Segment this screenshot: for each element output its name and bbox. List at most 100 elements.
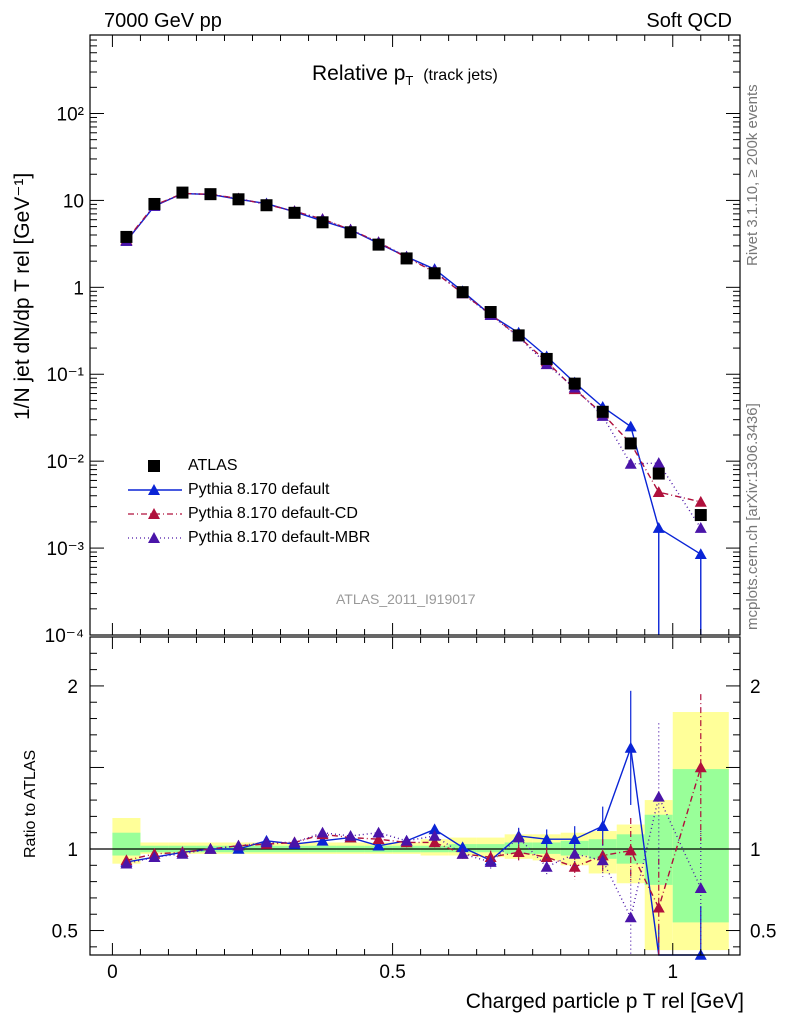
legend-marker-atlas — [148, 460, 160, 472]
point-default-18 — [624, 420, 637, 432]
point-mbr-19 — [652, 457, 665, 468]
x-tick-label-0: 0 — [107, 962, 118, 983]
plot-title-suffix: (track jets) — [423, 67, 498, 84]
ratio-point-mbr-5 — [260, 836, 273, 848]
ratio-point-cd-15 — [540, 851, 553, 862]
ratio-point-mbr-14 — [512, 831, 525, 843]
atlas-point-0 — [120, 230, 133, 243]
ratio-point-mbr-13 — [484, 856, 497, 867]
ratio-point-mbr-11 — [428, 829, 441, 841]
y-axis-label-bottom: Ratio to ATLAS — [22, 749, 39, 858]
atlas-point-20 — [694, 509, 707, 522]
category-label: Soft QCD — [646, 10, 732, 32]
ratio-point-cd-20 — [694, 761, 707, 773]
x-axis-label: Charged particle p T rel [GeV] — [465, 990, 744, 1013]
ratio-point-mbr-1 — [148, 851, 161, 862]
x-tick-label-1: 0.5 — [379, 962, 405, 983]
legend-label-cd: Pythia 8.170 default-CD — [188, 505, 358, 522]
atlas-point-1 — [148, 197, 161, 210]
ratio-point-cd-9 — [372, 833, 385, 845]
x-tick-label-2: 1 — [667, 962, 678, 983]
series-line-cd — [125, 192, 701, 503]
atlas-point-3 — [204, 188, 217, 201]
atlas-point-17 — [596, 405, 609, 418]
ratio-point-default-16 — [568, 833, 581, 845]
point-cd-19 — [652, 486, 665, 497]
ratio-point-mbr-8 — [344, 829, 357, 841]
ratio-point-mbr-7 — [316, 826, 329, 838]
atlas-point-10 — [400, 252, 413, 265]
ratio-point-cd-19 — [652, 901, 665, 913]
mcplots-credit-text: mcplots.cern.ch [arXiv:1306.3436] — [744, 403, 761, 630]
atlas-point-12 — [456, 286, 469, 299]
plot-title-sub: T — [405, 73, 414, 89]
y-tick-label-bottom-right-1: 1 — [750, 840, 761, 861]
ratio-point-cd-11 — [428, 836, 441, 848]
ratio-point-mbr-9 — [372, 826, 385, 838]
y-tick-label-bottom-right-0: 0.5 — [750, 922, 776, 943]
ratio-point-cd-16 — [568, 860, 581, 872]
main-plot-marks — [120, 186, 707, 635]
ratio-point-default-9 — [372, 839, 385, 851]
atlas-point-4 — [232, 193, 245, 206]
atlas-point-18 — [624, 437, 637, 450]
ratio-point-default-15 — [540, 833, 553, 845]
ratio-line-cd — [126, 767, 702, 910]
point-default-20 — [694, 548, 707, 560]
ratio-point-mbr-20 — [694, 882, 707, 893]
ratio-point-mbr-12 — [456, 847, 469, 859]
main-frame — [89, 34, 741, 636]
ratio-point-mbr-18 — [624, 911, 637, 923]
atlas-point-2 — [176, 186, 189, 199]
ratio-point-mbr-4 — [232, 839, 245, 851]
y-tick-label-top-1: 10⁻³ — [47, 539, 85, 560]
plot-title: Relative pT (track jets) — [312, 62, 498, 88]
point-cd-20 — [694, 495, 707, 507]
ratio-point-mbr-3 — [204, 843, 217, 854]
ratio-point-mbr-10 — [400, 834, 413, 846]
atlas-point-19 — [652, 467, 665, 480]
ratio-point-default-11 — [428, 823, 441, 835]
atlas-point-7 — [316, 216, 329, 229]
y-tick-label-top-4: 1 — [73, 278, 84, 299]
band-inner-0 — [112, 832, 141, 856]
ratio-point-default-17 — [596, 820, 609, 831]
ratio-point-mbr-16 — [568, 847, 581, 859]
atlas-point-5 — [260, 199, 273, 212]
ratio-point-cd-14 — [512, 846, 525, 858]
atlas-point-6 — [288, 206, 301, 219]
point-mbr-20 — [694, 522, 707, 533]
legend-label-default: Pythia 8.170 default — [188, 481, 330, 498]
rivet-version-text: Rivet 3.1.10, ≥ 200k events — [744, 84, 761, 266]
ratio-point-default-7 — [316, 834, 329, 846]
y-tick-label-top-2: 10⁻² — [47, 452, 85, 473]
legend-marker-mbr — [128, 532, 182, 543]
y-tick-label-top-5: 10 — [63, 191, 84, 212]
atlas-point-15 — [540, 352, 553, 365]
point-default-19 — [652, 522, 665, 533]
ratio-point-cd-18 — [624, 844, 637, 856]
legend-marker-cd — [128, 508, 182, 519]
atlas-point-9 — [372, 238, 385, 251]
tick-labels: 0 0.5 1 10⁻⁴ 10⁻³ 10⁻² 10⁻¹ 1 10 10² 0.5 0.5 1 1 2 2 — [45, 104, 777, 983]
y-tick-label-bottom-right-2: 2 — [750, 677, 761, 698]
ratio-point-mbr-17 — [596, 854, 609, 866]
ratio-point-mbr-6 — [288, 836, 301, 848]
y-tick-label-top-3: 10⁻¹ — [47, 365, 85, 386]
atlas-point-13 — [484, 306, 497, 319]
y-tick-label-top-6: 10² — [57, 104, 84, 125]
atlas-point-14 — [512, 329, 525, 342]
y-axis-label-top: 1/N jet dN/dp T rel [GeV⁻¹] — [11, 172, 34, 420]
atlas-point-8 — [344, 226, 357, 239]
y-tick-label-bottom-left-2: 2 — [67, 677, 78, 698]
atlas-point-11 — [428, 267, 441, 280]
y-tick-label-bottom-left-1: 1 — [67, 840, 78, 861]
legend-label-atlas: ATLAS — [188, 457, 238, 474]
legend-marker-default — [128, 484, 182, 495]
legend-label-mbr: Pythia 8.170 default-MBR — [188, 529, 371, 546]
ratio-point-default-18 — [624, 741, 637, 753]
ratio-frame — [89, 636, 741, 956]
ratio-point-mbr-19 — [652, 790, 665, 802]
plot-title-main: Relative p — [312, 62, 406, 85]
ratio-plot-marks — [120, 690, 707, 960]
